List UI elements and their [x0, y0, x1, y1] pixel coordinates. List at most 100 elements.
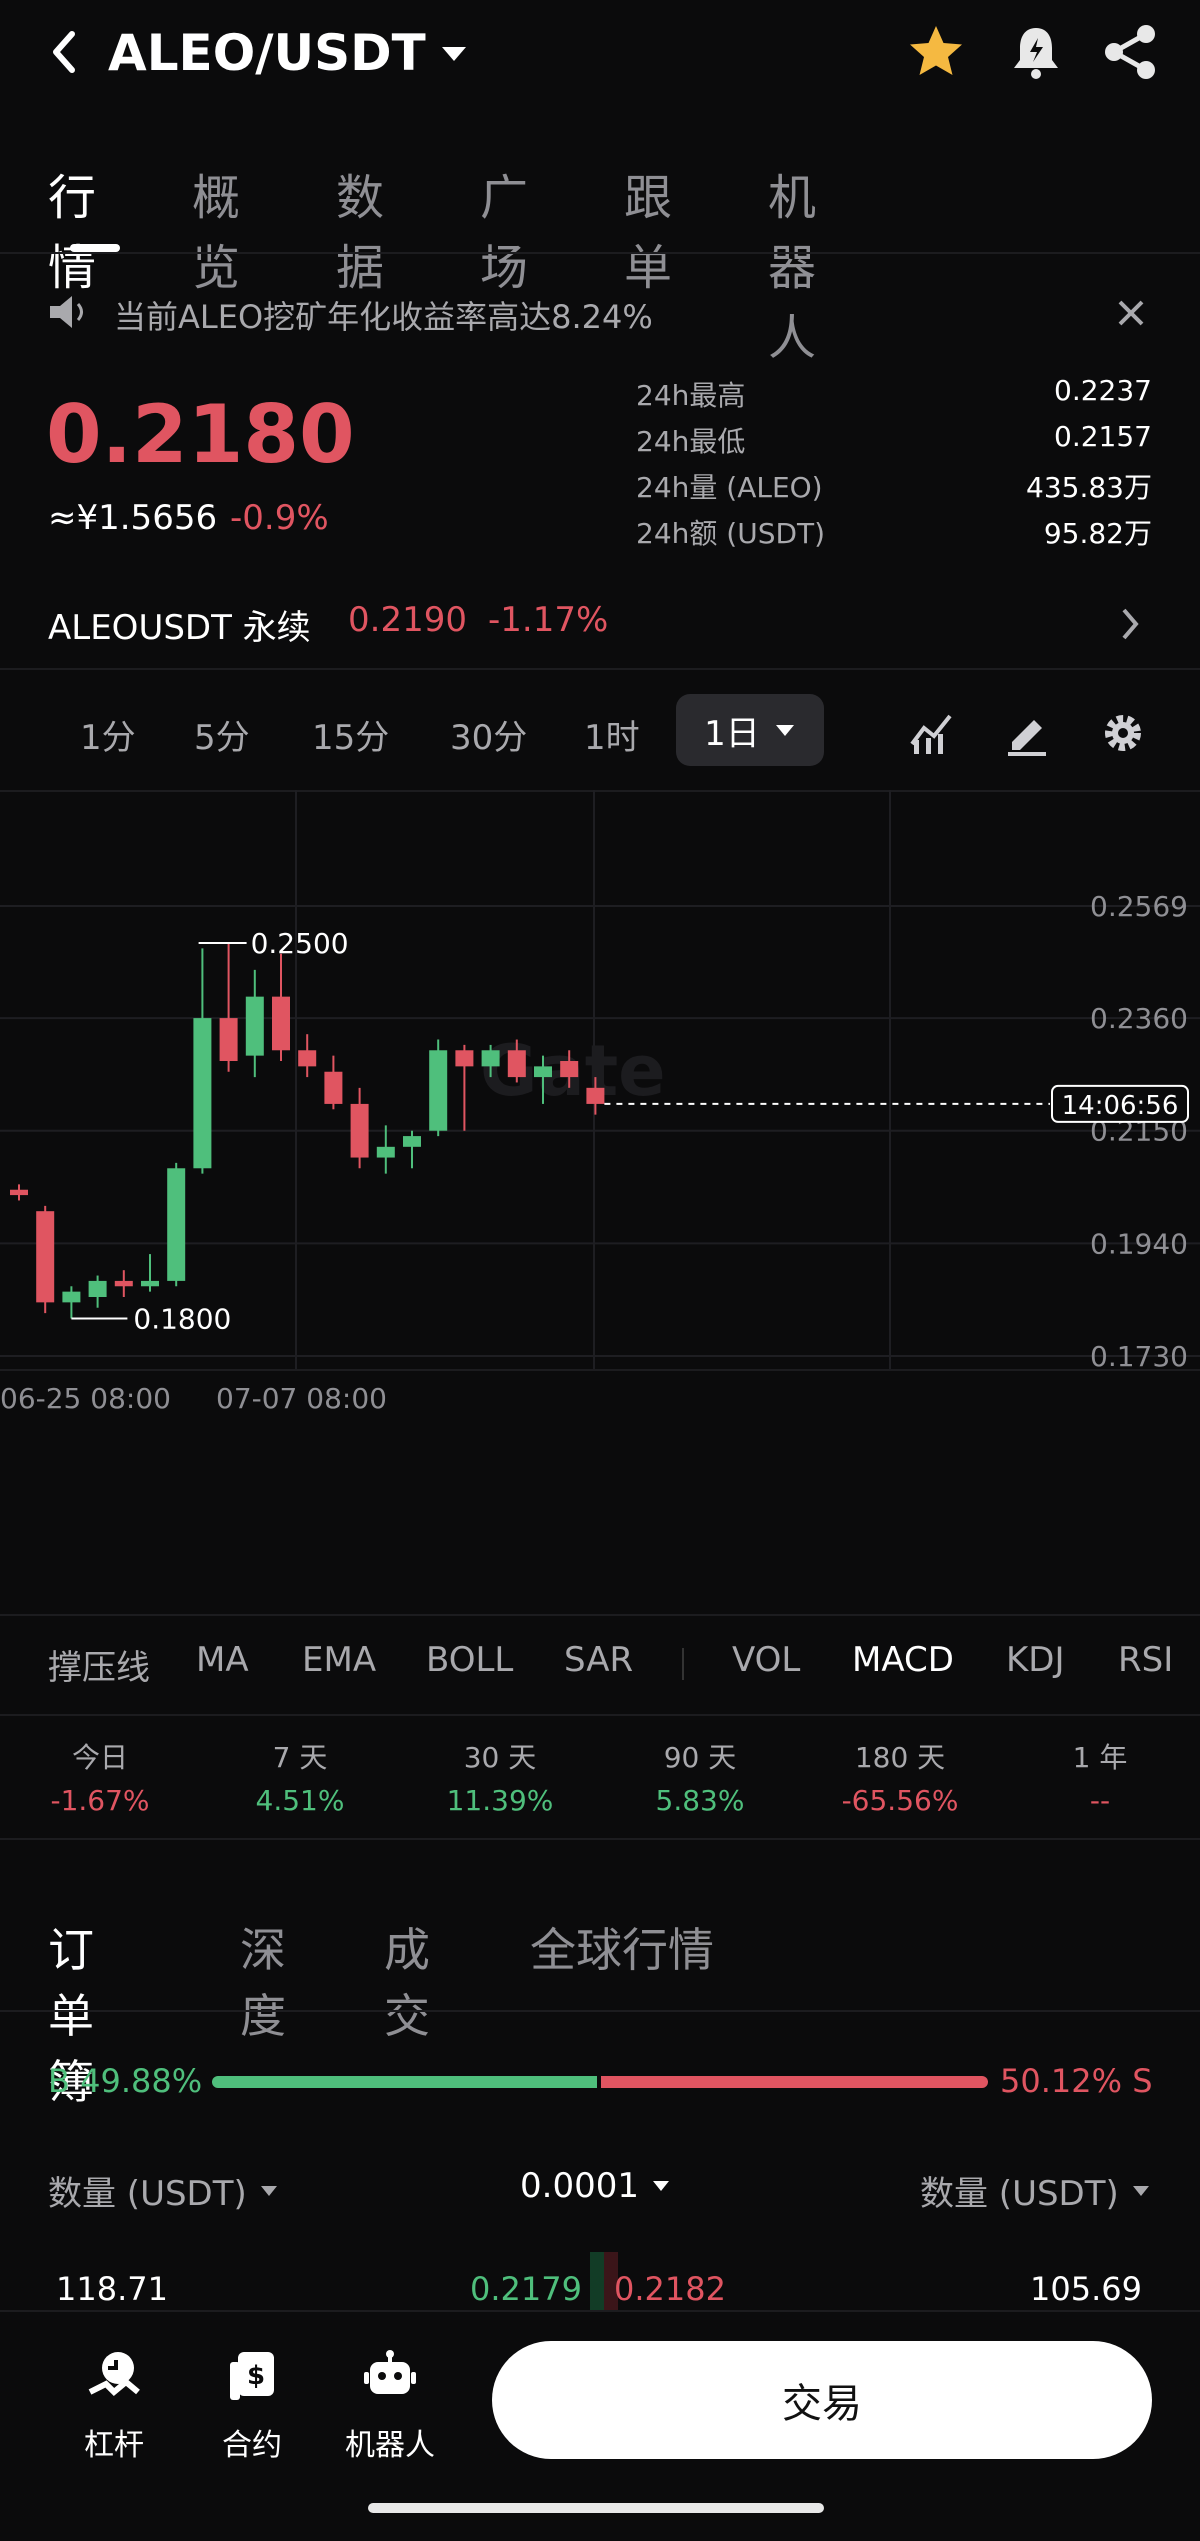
buy-ratio: B 49.88% [48, 2062, 203, 2100]
countdown-box [1051, 1084, 1189, 1123]
stat-value: 0.2157 [1054, 420, 1152, 453]
precision-label: 0.0001 [520, 2166, 639, 2206]
col-right-selector[interactable]: 数量 (USDT) [920, 2166, 1151, 2215]
stat-value: 95.82万 [1043, 517, 1152, 550]
tab-trades[interactable]: 成交 [384, 1923, 430, 2043]
leverage-label: 杠杆 [84, 2428, 144, 2463]
bid-price: 0.2179 [470, 2270, 582, 2308]
candle-body [10, 1189, 28, 1196]
x-tick-label: 07-07 08:00 [216, 1382, 387, 1415]
orderbook-row[interactable]: 118.71 0.2179 0.2182 105.69 [0, 2252, 1200, 2320]
pair-title: ALEO/USDT [108, 24, 426, 82]
announcement-bar[interactable]: 当前ALEO挖矿年化收益率高达8.24% [48, 288, 1158, 338]
stat-label: 24h最高 [636, 379, 746, 412]
ind-support-resistance[interactable]: 撑压线 [48, 1648, 150, 1688]
ind-ma[interactable]: MA [196, 1640, 249, 1680]
ind-rsi[interactable]: RSI [1118, 1640, 1174, 1680]
interval-5m[interactable]: 5分 [194, 718, 250, 758]
candle-body [507, 1050, 526, 1078]
trade-button[interactable]: 交易 [492, 2341, 1152, 2459]
alert-button[interactable] [1004, 20, 1068, 84]
y-tick-label: 0.2569 [1090, 890, 1188, 923]
x-tick-label: 06-25 08:00 [0, 1382, 171, 1415]
robot-label: 机器人 [345, 2428, 435, 2463]
candle-body [245, 996, 264, 1056]
pencil-draw-icon[interactable] [1004, 710, 1050, 756]
last-price: 0.2180 [46, 388, 355, 481]
price-cny: ≈¥1.5656 [48, 498, 218, 538]
interval-1d[interactable]: 1日 [676, 694, 824, 766]
candle-body [586, 1087, 605, 1104]
candle-body [455, 1050, 474, 1067]
tab-overview[interactable]: 概览 [192, 170, 241, 296]
ind-sar[interactable]: SAR [564, 1640, 634, 1680]
perpetual-change: -1.17% [488, 600, 609, 640]
ind-ema[interactable]: EMA [302, 1640, 377, 1680]
share-button[interactable] [1098, 20, 1162, 84]
perpetual-price: 0.2190 [348, 600, 467, 640]
stat-value: 0.2237 [1054, 374, 1152, 407]
bell-alert-icon [1014, 28, 1058, 79]
candle-body [298, 1050, 317, 1067]
interval-1m[interactable]: 1分 [80, 718, 136, 758]
share-icon [1105, 25, 1155, 79]
precision-selector[interactable]: 0.0001 [520, 2166, 671, 2206]
caret-down-icon [652, 2181, 669, 2191]
robot-button[interactable]: 机器人 [330, 2348, 450, 2468]
ind-boll[interactable]: BOLL [426, 1640, 514, 1680]
indicator-chart-icon[interactable] [908, 710, 954, 756]
perf-value: -- [1089, 1784, 1111, 1817]
tab-square[interactable]: 广场 [480, 170, 529, 296]
leverage-button[interactable]: 杠杆 [54, 2348, 174, 2468]
ind-vol[interactable]: VOL [732, 1640, 801, 1680]
tab-market[interactable]: 行情 [48, 170, 97, 296]
perpetual-row[interactable]: ALEOUSDT 永续 0.2190 -1.17% [48, 596, 1158, 652]
caret-down-icon [1132, 2185, 1149, 2196]
depth-bar-green [590, 2252, 604, 2310]
contract-label: 合约 [222, 2428, 282, 2463]
col-left-label: 数量 (USDT) [48, 2174, 247, 2214]
interval-30m[interactable]: 30分 [450, 718, 528, 758]
perf-label: 7 天 [272, 1741, 328, 1774]
perf-value: 4.51% [255, 1784, 345, 1817]
ask-qty: 105.69 [1030, 2270, 1142, 2308]
home-indicator[interactable] [368, 2503, 824, 2513]
interval-1h[interactable]: 1时 [584, 718, 640, 758]
ind-kdj[interactable]: KDJ [1006, 1640, 1065, 1680]
candle-body [141, 1280, 159, 1287]
indicator-tabs: 撑压线 MA EMA BOLL SAR VOL MACD KDJ RSI [0, 1640, 1200, 1696]
gear-icon[interactable] [1100, 710, 1146, 756]
tab-global-market[interactable]: 全球行情 [530, 1923, 714, 1977]
interval-15m[interactable]: 15分 [312, 718, 390, 758]
contract-button[interactable]: $ 合约 [192, 2348, 312, 2468]
back-button[interactable] [44, 22, 94, 82]
indicator-divider [682, 1648, 684, 1680]
col-right-label: 数量 (USDT) [920, 2174, 1119, 2214]
candlestick-chart[interactable]: Gate0.25690.23600.21500.19400.173006-25 … [0, 790, 1200, 1430]
close-icon[interactable] [1114, 296, 1148, 330]
perf-value: -1.67% [50, 1784, 150, 1817]
ratio-bar-buy [212, 2076, 598, 2088]
interval-bar: 1分 5分 15分 30分 1时 1日 [0, 690, 1200, 774]
tab-copy-trade[interactable]: 跟单 [624, 170, 673, 296]
candle-body [350, 1103, 369, 1158]
favorite-button[interactable] [904, 20, 968, 84]
ind-macd[interactable]: MACD [852, 1640, 954, 1680]
countdown-label: 14:06:56 [1062, 1091, 1179, 1121]
tab-orderbook[interactable]: 订单簿 [48, 1923, 94, 2109]
tab-depth[interactable]: 深度 [240, 1923, 286, 2043]
pair-selector[interactable]: ALEO/USDT [108, 20, 468, 86]
col-left-selector[interactable]: 数量 (USDT) [48, 2166, 279, 2215]
stat-label: 24h额 (USDT) [636, 517, 826, 550]
candle-body [88, 1280, 107, 1298]
caret-down-icon [260, 2185, 277, 2196]
tab-data[interactable]: 数据 [336, 170, 385, 296]
candle-body [376, 1146, 395, 1158]
ratio-bar [212, 2076, 988, 2088]
tab-bots[interactable]: 机器人 [768, 170, 817, 366]
candle-body [167, 1168, 186, 1281]
candle-body [560, 1061, 579, 1078]
trade-button-label: 交易 [782, 2381, 862, 2427]
ask-price: 0.2182 [614, 2270, 726, 2308]
price-change: -0.9% [230, 498, 329, 538]
